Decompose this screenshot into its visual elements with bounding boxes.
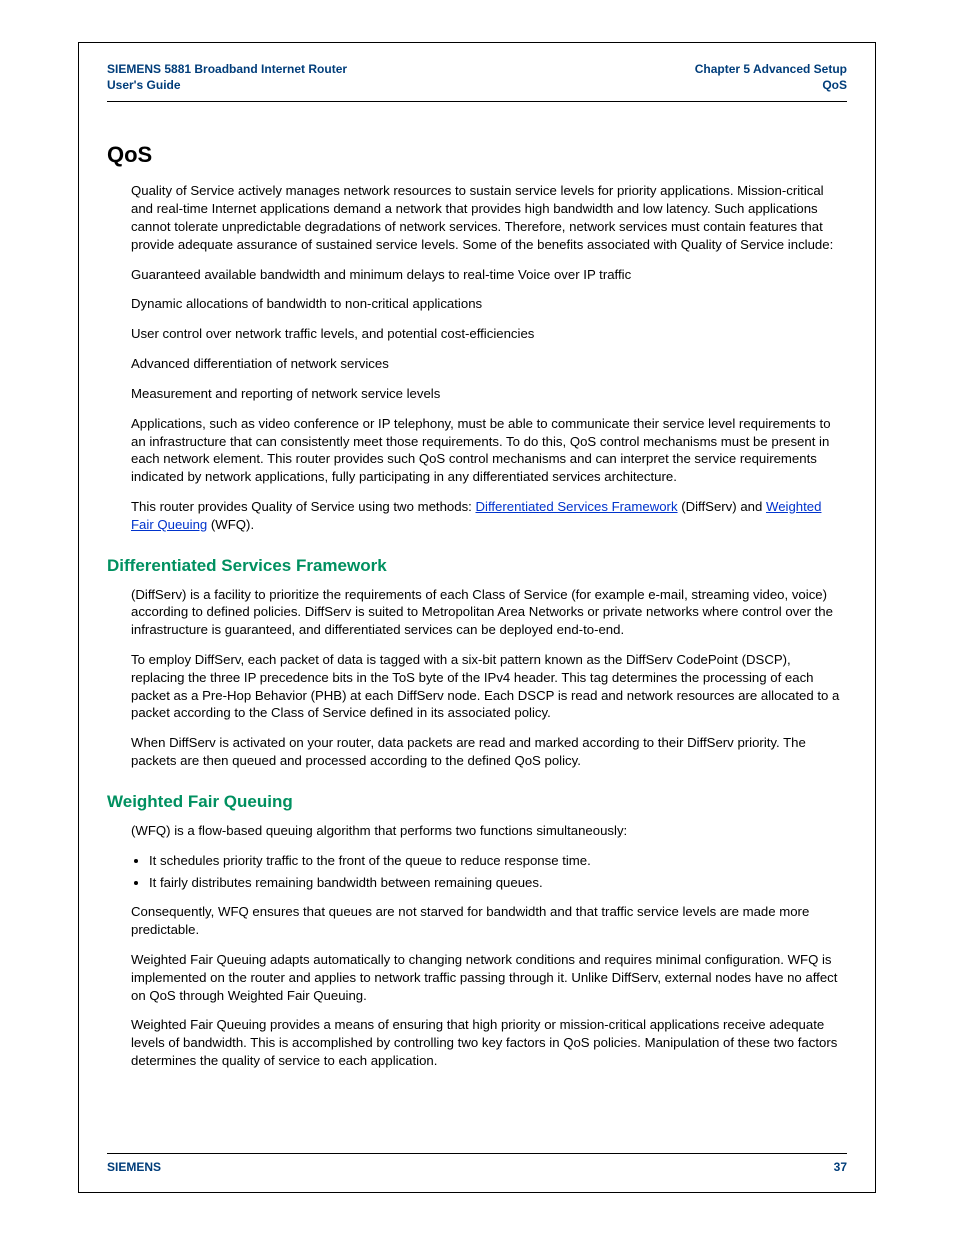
- page-title: QoS: [107, 142, 847, 168]
- wfq-paragraph: Consequently, WFQ ensures that queues ar…: [131, 903, 847, 939]
- intro-paragraph: Quality of Service actively manages netw…: [131, 182, 847, 253]
- wfq-list: It schedules priority traffic to the fro…: [131, 852, 847, 892]
- wfq-heading: Weighted Fair Queuing: [107, 792, 847, 812]
- benefit-line: User control over network traffic levels…: [131, 325, 847, 343]
- chapter-label: Chapter 5 Advanced Setup: [695, 61, 847, 77]
- wfq-list-item: It schedules priority traffic to the fro…: [149, 852, 847, 870]
- footer-page-number: 37: [834, 1160, 847, 1174]
- benefit-line: Dynamic allocations of bandwidth to non-…: [131, 295, 847, 313]
- text-run: This router provides Quality of Service …: [131, 499, 476, 514]
- page-footer: SIEMENS 37: [107, 1153, 847, 1174]
- benefit-line: Guaranteed available bandwidth and minim…: [131, 266, 847, 284]
- dsf-link[interactable]: Differentiated Services Framework: [476, 499, 678, 514]
- wfq-paragraph: Weighted Fair Queuing adapts automatical…: [131, 951, 847, 1004]
- page-frame: SIEMENS 5881 Broadband Internet Router U…: [78, 42, 876, 1193]
- doc-subtitle: User's Guide: [107, 77, 347, 93]
- intro-paragraph: This router provides Quality of Service …: [131, 498, 847, 534]
- text-run: (DiffServ) and: [678, 499, 766, 514]
- dsf-paragraph: (DiffServ) is a facility to prioritize t…: [131, 586, 847, 639]
- wfq-paragraph: Weighted Fair Queuing provides a means o…: [131, 1016, 847, 1069]
- benefit-line: Measurement and reporting of network ser…: [131, 385, 847, 403]
- dsf-heading: Differentiated Services Framework: [107, 556, 847, 576]
- page-content: QoS Quality of Service actively manages …: [107, 102, 847, 1153]
- benefit-line: Advanced differentiation of network serv…: [131, 355, 847, 373]
- intro-block: Quality of Service actively manages netw…: [107, 182, 847, 533]
- intro-paragraph: Applications, such as video conference o…: [131, 415, 847, 486]
- page-header: SIEMENS 5881 Broadband Internet Router U…: [107, 61, 847, 102]
- dsf-paragraph: To employ DiffServ, each packet of data …: [131, 651, 847, 722]
- dsf-block: (DiffServ) is a facility to prioritize t…: [107, 586, 847, 770]
- wfq-paragraph: (WFQ) is a flow-based queuing algorithm …: [131, 822, 847, 840]
- wfq-list-item: It fairly distributes remaining bandwidt…: [149, 874, 847, 892]
- text-run: (WFQ).: [207, 517, 254, 532]
- wfq-block: (WFQ) is a flow-based queuing algorithm …: [107, 822, 847, 1070]
- doc-title: SIEMENS 5881 Broadband Internet Router: [107, 61, 347, 77]
- section-label: QoS: [695, 77, 847, 93]
- dsf-paragraph: When DiffServ is activated on your route…: [131, 734, 847, 770]
- footer-brand: SIEMENS: [107, 1160, 161, 1174]
- header-left: SIEMENS 5881 Broadband Internet Router U…: [107, 61, 347, 93]
- header-right: Chapter 5 Advanced Setup QoS: [695, 61, 847, 93]
